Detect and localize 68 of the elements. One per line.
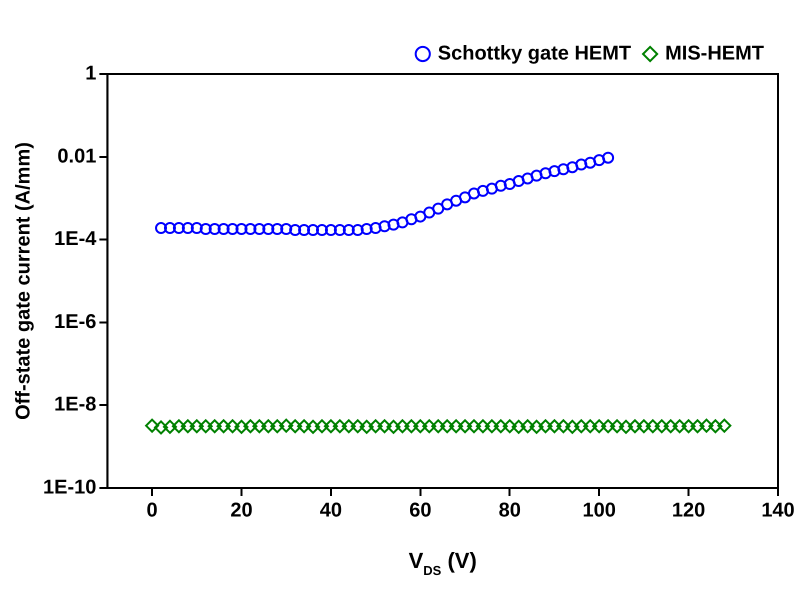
y-tick-label: 1E-10 bbox=[42, 476, 96, 499]
point bbox=[388, 218, 400, 231]
point bbox=[334, 224, 346, 236]
point bbox=[441, 198, 454, 210]
point bbox=[271, 223, 284, 236]
point bbox=[557, 163, 570, 176]
point bbox=[459, 191, 472, 204]
point bbox=[342, 224, 355, 236]
point bbox=[540, 167, 552, 180]
point bbox=[476, 184, 489, 197]
point bbox=[593, 154, 606, 166]
point bbox=[530, 170, 543, 182]
point bbox=[352, 224, 364, 236]
point bbox=[190, 222, 203, 234]
x-tick-label: 80 bbox=[498, 500, 521, 522]
point bbox=[486, 182, 498, 195]
point bbox=[548, 165, 560, 178]
point bbox=[432, 202, 444, 215]
point bbox=[584, 156, 596, 169]
point bbox=[450, 194, 462, 207]
legend-label: Schottky gate HEMT bbox=[438, 42, 632, 65]
point bbox=[172, 222, 185, 234]
x-tick-label: 0 bbox=[146, 500, 158, 522]
point bbox=[396, 216, 408, 228]
x-tick-label: 60 bbox=[409, 500, 432, 522]
x-tick-label: 20 bbox=[230, 500, 253, 522]
point bbox=[200, 223, 212, 236]
point bbox=[504, 178, 516, 190]
point bbox=[414, 210, 426, 223]
y-axis-title: Off-state gate current (A/mm) bbox=[12, 142, 35, 420]
point bbox=[378, 220, 391, 232]
point bbox=[494, 180, 507, 192]
point bbox=[164, 222, 176, 234]
point bbox=[405, 213, 418, 226]
point bbox=[575, 158, 588, 171]
legend-label: MIS-HEMT bbox=[665, 42, 764, 65]
x-tick-label: 100 bbox=[582, 500, 616, 522]
point bbox=[226, 223, 239, 236]
point bbox=[218, 223, 230, 236]
x-tick-label: 40 bbox=[320, 500, 342, 522]
point bbox=[253, 223, 266, 236]
point bbox=[324, 224, 337, 236]
point bbox=[307, 224, 320, 236]
x-tick-label: 140 bbox=[761, 500, 795, 522]
point bbox=[522, 172, 534, 184]
point bbox=[298, 224, 310, 236]
point bbox=[316, 224, 328, 236]
y-tick-label: 0.01 bbox=[57, 145, 96, 168]
point bbox=[289, 224, 302, 236]
point bbox=[208, 223, 221, 236]
point bbox=[235, 223, 248, 236]
point bbox=[244, 223, 256, 236]
point bbox=[468, 187, 480, 200]
point bbox=[280, 223, 292, 236]
point bbox=[360, 223, 373, 236]
y-tick-label: 1 bbox=[85, 62, 96, 85]
y-tick-label: 1E-4 bbox=[54, 228, 98, 250]
point bbox=[182, 222, 194, 234]
x-tick-label: 120 bbox=[672, 500, 706, 522]
point bbox=[423, 206, 436, 219]
point bbox=[262, 223, 274, 236]
point bbox=[512, 175, 525, 188]
point bbox=[566, 161, 578, 174]
point bbox=[155, 222, 168, 234]
point bbox=[602, 152, 614, 164]
point bbox=[370, 222, 382, 234]
y-tick-label: 1E-6 bbox=[54, 310, 96, 333]
y-tick-label: 1E-8 bbox=[54, 394, 96, 416]
